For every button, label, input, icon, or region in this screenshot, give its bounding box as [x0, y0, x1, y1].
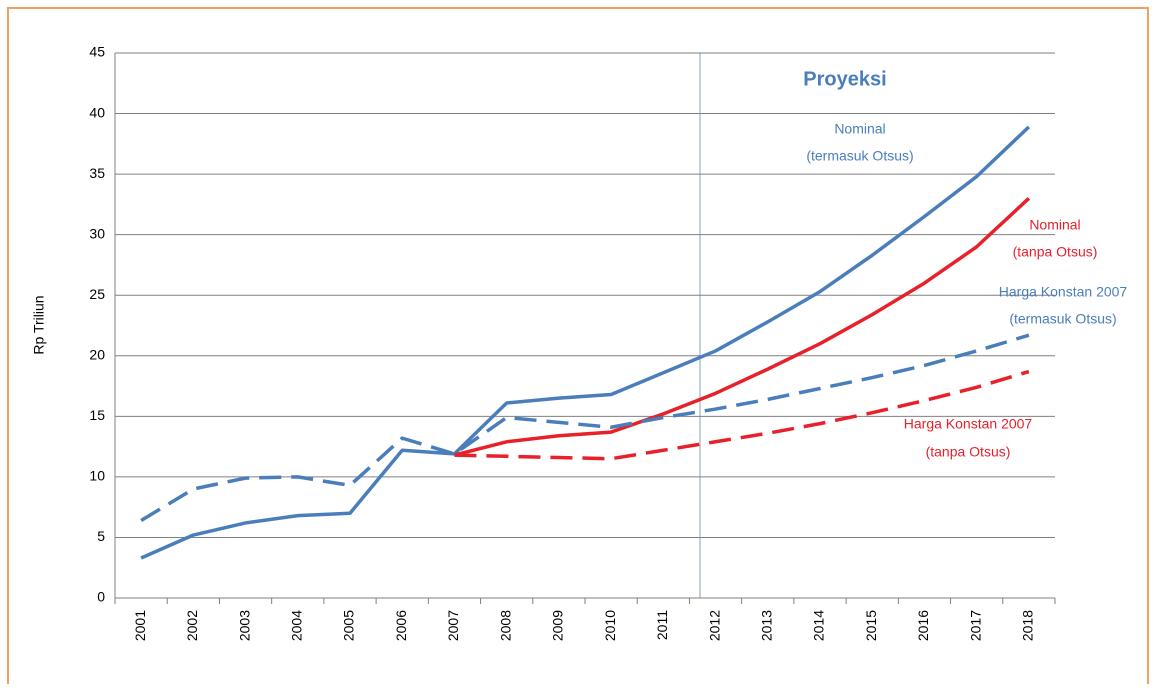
y-tick-label: 40	[89, 104, 105, 120]
annotation: (termasuk Otsus)	[806, 148, 913, 164]
x-tick-label: 2006	[393, 610, 409, 641]
x-tick-label: 2003	[236, 610, 252, 641]
annotation: Nominal	[834, 121, 885, 137]
y-axis-label: Rp Triliun	[31, 295, 47, 354]
y-tick-label: 30	[89, 225, 105, 241]
x-tick-label: 2015	[863, 610, 879, 641]
annotation: (tanpa Otsus)	[926, 444, 1011, 460]
x-tick-label: 2016	[915, 610, 931, 641]
annotation: Harga Konstan 2007	[999, 284, 1128, 300]
y-tick-label: 35	[89, 165, 105, 181]
x-tick-label: 2005	[341, 610, 357, 641]
x-tick-label: 2014	[811, 610, 827, 641]
x-tick-label: 2007	[445, 610, 461, 641]
series-line	[140, 333, 1030, 522]
y-tick-label: 20	[89, 346, 105, 362]
series-line	[454, 369, 1030, 461]
x-tick-label: 2018	[1020, 610, 1036, 641]
x-tick-label: 2009	[550, 610, 566, 641]
x-tick-label: 2012	[706, 610, 722, 641]
annotation: Nominal	[1029, 217, 1080, 233]
annotation: Proyeksi	[803, 68, 886, 90]
y-tick-label: 15	[89, 407, 105, 423]
x-tick-label: 2017	[967, 610, 983, 641]
y-tick-label: 45	[89, 44, 105, 60]
x-tick-label: 2001	[132, 610, 148, 641]
annotation: (tanpa Otsus)	[1013, 244, 1098, 260]
series-line	[140, 125, 1031, 560]
annotation: (termasuk Otsus)	[1009, 311, 1116, 327]
x-tick-label: 2011	[654, 610, 670, 640]
y-tick-label: 0	[97, 589, 105, 605]
frame	[7, 7, 1149, 684]
annotation: Harga Konstan 2007	[904, 416, 1033, 432]
y-tick-label: 25	[89, 286, 105, 302]
y-tick-label: 5	[97, 528, 105, 544]
x-tick-label: 2008	[497, 610, 513, 641]
x-tick-label: 2002	[184, 610, 200, 641]
y-tick-label: 10	[89, 468, 105, 484]
x-tick-label: 2010	[602, 610, 618, 641]
x-tick-label: 2004	[288, 610, 304, 641]
series-line	[454, 197, 1031, 457]
x-tick-label: 2013	[758, 610, 774, 641]
